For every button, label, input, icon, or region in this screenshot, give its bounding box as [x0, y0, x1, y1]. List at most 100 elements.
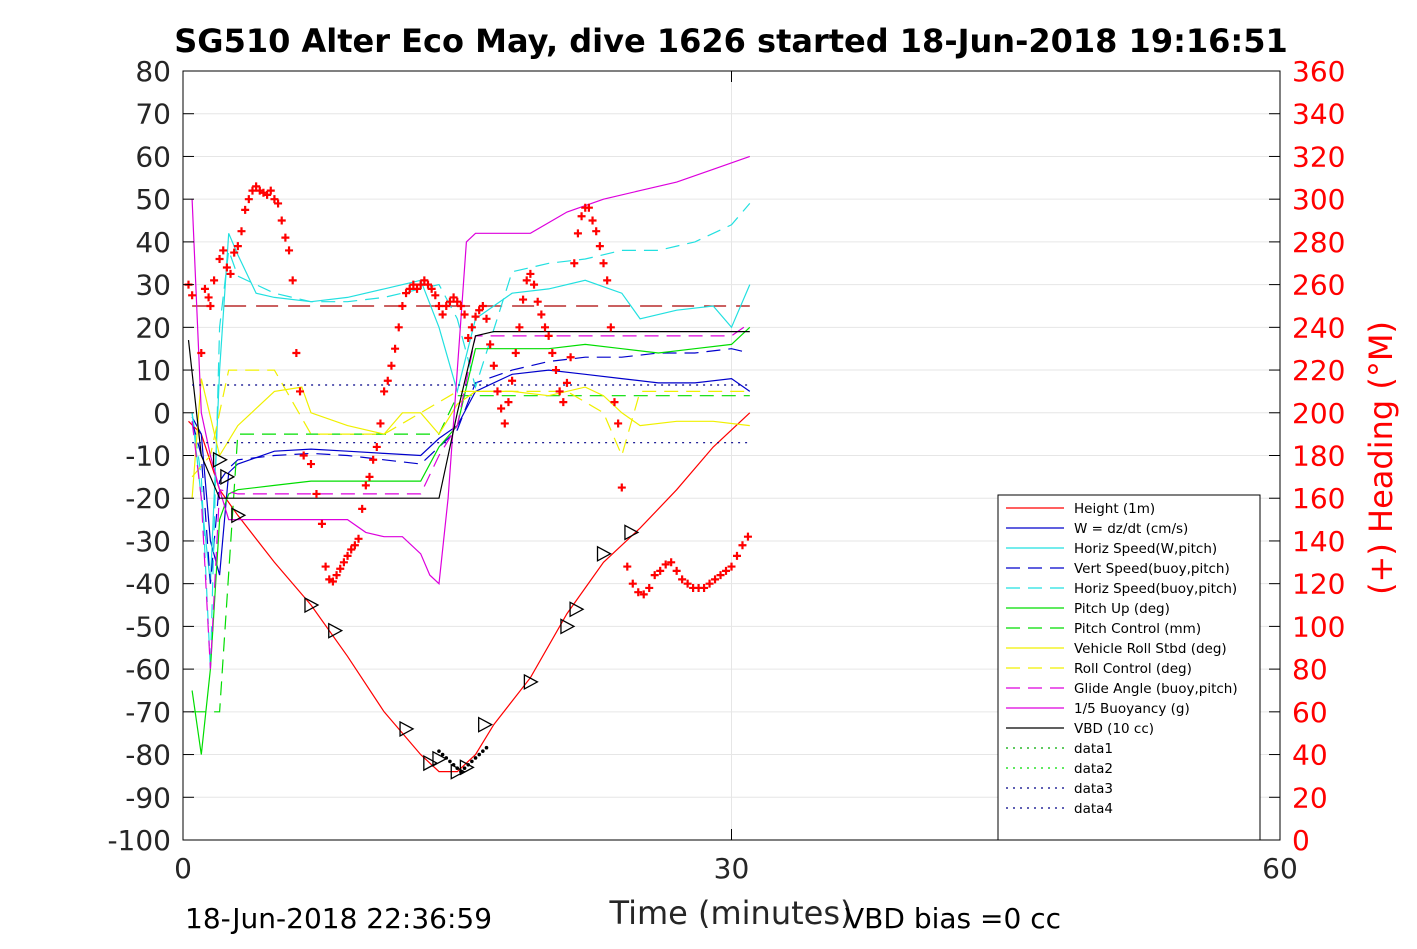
heading-point — [270, 195, 279, 204]
y-tick-label-right: 360 — [1292, 55, 1345, 88]
heading-point — [610, 398, 619, 407]
heading-point — [584, 203, 593, 212]
legend-label: Pitch Control (mm) — [1074, 621, 1201, 637]
legend-label: Glide Angle (buoy,pitch) — [1074, 681, 1238, 697]
x-tick-label: 0 — [174, 852, 192, 885]
legend-label: 1/5 Buoyancy (g) — [1074, 701, 1190, 717]
triangle-marker — [231, 507, 247, 524]
heading-point — [281, 233, 290, 242]
heading-point — [215, 254, 224, 263]
heading-point — [645, 583, 654, 592]
heading-point — [566, 353, 575, 362]
heading-point — [467, 323, 476, 332]
heading-point — [570, 259, 579, 268]
triangle-marker — [423, 755, 439, 772]
y-tick-label-right: 240 — [1292, 311, 1345, 344]
heading-point — [562, 378, 571, 387]
heading-point — [321, 562, 330, 571]
heading-point — [548, 348, 557, 357]
heading-point — [210, 276, 219, 285]
heading-point — [438, 310, 447, 319]
series-line-vehicle-roll-stbd-deg — [191, 378, 750, 499]
heading-point — [656, 566, 665, 575]
y-tick-label-left: -20 — [125, 482, 171, 515]
heading-point — [603, 276, 612, 285]
heading-point — [339, 558, 348, 567]
y-tick-label-left: 70 — [135, 98, 171, 131]
y-tick-label-left: -100 — [107, 824, 171, 857]
triangle-marker — [212, 451, 228, 468]
heading-point — [732, 551, 741, 560]
y-tick-label-right: 40 — [1292, 739, 1328, 772]
heading-point — [508, 376, 517, 385]
legend-label: data2 — [1074, 761, 1113, 777]
heading-point — [442, 301, 451, 310]
y-tick-label-right: 220 — [1292, 354, 1345, 387]
legend-label: Pitch Up (deg) — [1074, 601, 1170, 617]
triangle-marker — [560, 618, 576, 635]
sample-dot — [440, 752, 445, 757]
heading-point — [445, 297, 454, 306]
heading-point — [606, 323, 615, 332]
heading-point — [296, 387, 305, 396]
sample-dot — [473, 756, 478, 760]
y-tick-label-left: 40 — [135, 226, 171, 259]
sample-dot — [484, 745, 489, 750]
y-tick-label-right: 320 — [1292, 140, 1345, 173]
heading-point — [200, 284, 209, 293]
heading-point — [577, 212, 586, 221]
heading-point — [489, 361, 498, 370]
y-tick-label-left: -10 — [125, 440, 171, 473]
y-tick-label-right: 260 — [1292, 269, 1345, 302]
heading-point — [519, 295, 528, 304]
series-line-horiz-speed-w-pitch — [191, 233, 751, 584]
heading-point — [478, 301, 487, 310]
triangle-marker — [220, 468, 236, 485]
heading-point — [623, 562, 632, 571]
y-tick-label-left: 60 — [135, 140, 171, 173]
heading-point — [263, 190, 272, 199]
axis-layer: 0 30 6080706050403020100-10-20-30-40-50-60… — [107, 55, 1345, 885]
heading-point — [230, 248, 239, 257]
heading-point — [431, 291, 440, 300]
x-tick-label: 60 — [1262, 852, 1298, 885]
heading-point — [361, 481, 370, 490]
heading-point — [409, 280, 418, 289]
heading-point — [292, 348, 301, 357]
triangle-marker — [328, 622, 344, 639]
heading-point — [226, 269, 235, 278]
heading-point — [705, 579, 714, 588]
y-tick-label-left: -30 — [125, 525, 171, 558]
heading-point — [312, 489, 321, 498]
heading-point — [350, 541, 359, 550]
heading-point — [328, 577, 337, 586]
series-line-w-dz-dt-cm-s — [191, 369, 751, 576]
heading-point — [533, 297, 542, 306]
y-tick-label-right: 280 — [1292, 226, 1345, 259]
y-tick-label-left: -40 — [125, 568, 171, 601]
triangle-marker — [624, 524, 640, 541]
heading-point — [237, 227, 246, 236]
heading-point — [555, 387, 564, 396]
triangle-marker — [399, 720, 415, 738]
heading-point — [449, 293, 458, 302]
heading-point — [544, 331, 553, 340]
series-line-pitch-control-mm — [192, 395, 750, 713]
heading-point — [416, 280, 425, 289]
heading-point — [423, 280, 432, 289]
heading-point — [354, 534, 363, 543]
heading-point — [434, 301, 443, 310]
legend-label: Horiz Speed(buoy,pitch) — [1074, 581, 1237, 597]
heading-point — [588, 216, 597, 225]
heading-point — [511, 348, 520, 357]
heading-point — [222, 263, 231, 272]
heading-point — [482, 314, 491, 323]
heading-point — [727, 562, 736, 571]
heading-point — [277, 216, 286, 225]
heading-point — [595, 242, 604, 251]
legend-label: VBD (10 cc) — [1074, 721, 1154, 737]
heading-point — [526, 269, 535, 278]
heading-point — [358, 504, 367, 513]
heading-point — [336, 564, 345, 573]
